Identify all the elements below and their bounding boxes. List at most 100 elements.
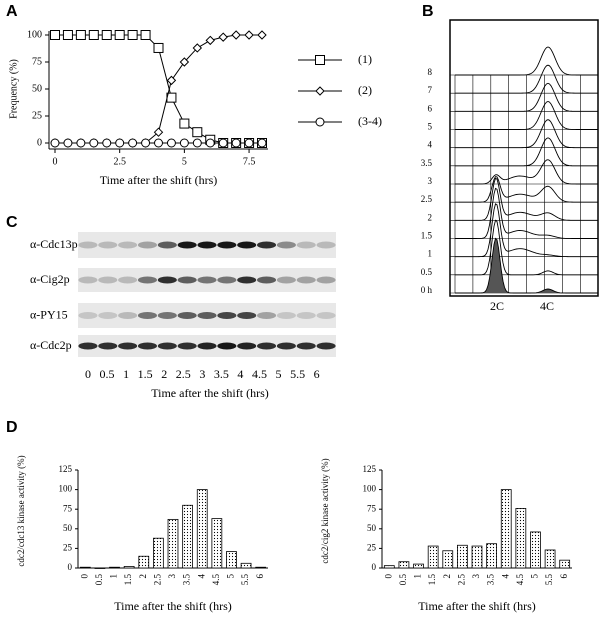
row-label: 5 [428,122,433,132]
x-tick-label: 4.5 [515,574,525,586]
x-tick-label: 1 [109,574,119,579]
blot-band [118,241,138,249]
blot-band [316,241,336,249]
bar [240,562,252,569]
blot-band [177,342,197,350]
x-tick-label: 5 [182,156,187,167]
blot-band [276,342,296,350]
x-tick-label: 1 [413,574,423,579]
marker [192,43,203,53]
y-tick-label: 50 [32,83,42,94]
x-tick-label: 5.5 [544,574,554,586]
histogram [455,219,598,276]
blot-band [237,342,257,350]
legend-label: (1) [358,52,372,66]
x-tick-label: 3.5 [182,574,192,586]
x-tick-label: 0.5 [94,574,104,586]
row-label: 2 [428,212,433,222]
marker [205,138,215,148]
bar [413,563,424,569]
blot-band [78,241,98,249]
blot-band [137,342,157,350]
x-tick-label: 3 [471,574,481,579]
y-tick-label: 75 [367,503,377,513]
y-tick-label: 25 [32,110,42,121]
marker [166,75,177,86]
blot-band [177,312,197,319]
bar [226,551,237,569]
lane-label: 0.5 [100,367,115,381]
lane-label: 5 [276,367,282,381]
bar [123,566,135,569]
y-tick-label: 125 [59,464,73,474]
row-label: 1.5 [421,231,433,241]
x-tick-label: 4 [500,574,510,579]
lane-label: 1 [123,367,129,381]
bar [255,566,267,569]
blot-band [237,241,257,249]
marker [166,138,176,148]
blot-band [257,241,277,249]
x-tick-label: 3.5 [486,574,496,586]
blot-band [197,342,217,350]
blot-band [237,312,257,319]
y-tick-label: 0 [68,562,73,572]
blot-band [137,241,157,249]
blot-band [316,342,336,350]
blot-band [98,276,118,284]
x-tick-label: 2C [490,299,504,313]
marker [244,30,254,40]
marker [231,138,241,148]
bar [138,555,150,569]
marker [63,138,73,148]
blot-band [118,342,138,350]
marker [50,138,60,148]
marker [76,138,86,148]
blot-band [78,312,98,319]
histogram [455,176,598,203]
bar [196,489,208,569]
blot-band [316,312,336,319]
blot-label: α-Cdc2p [30,338,72,352]
blot-band [98,241,118,249]
bar [109,566,120,569]
lane-label: 0 [85,367,91,381]
marker [89,138,99,148]
x-tick-label: 6 [559,574,569,579]
y-axis-label: cdc2/cdc13 kinase activity (%) [16,455,26,566]
y-axis-label: cdc2/cig2 kinase activity (%) [320,458,330,563]
panel-letter: C [6,214,18,231]
blot-band [98,342,118,350]
marker [179,138,189,148]
blot-band [276,241,296,249]
row-label: 3 [428,176,433,186]
x-tick-label: 2.5 [456,574,466,586]
bar [398,561,410,569]
y-tick-label: 50 [367,523,377,533]
marker [205,35,215,46]
marker [153,127,164,137]
blot-label: α-PY15 [30,307,68,321]
x-tick-label: 2 [138,574,148,579]
lane-label: 4 [237,367,243,381]
y-tick-label: 125 [363,464,377,474]
marker [102,138,112,148]
legend-marker [315,86,325,96]
panel-letter: D [6,419,18,436]
x-tick-label: 7.5 [243,156,256,167]
marker [50,30,60,40]
blot-band [296,241,316,249]
blot-band [157,241,177,249]
blot-band [257,342,277,350]
bar [153,537,164,569]
histogram [455,82,598,112]
x-tick-label: 0 [79,574,89,579]
blot-band [137,312,157,319]
y-tick-label: 25 [367,542,377,552]
bar [500,489,512,569]
x-tick-label: 2 [442,574,452,579]
bar [167,518,179,569]
marker [192,138,202,148]
x-axis-label: Time after the shift (hrs) [100,173,218,187]
